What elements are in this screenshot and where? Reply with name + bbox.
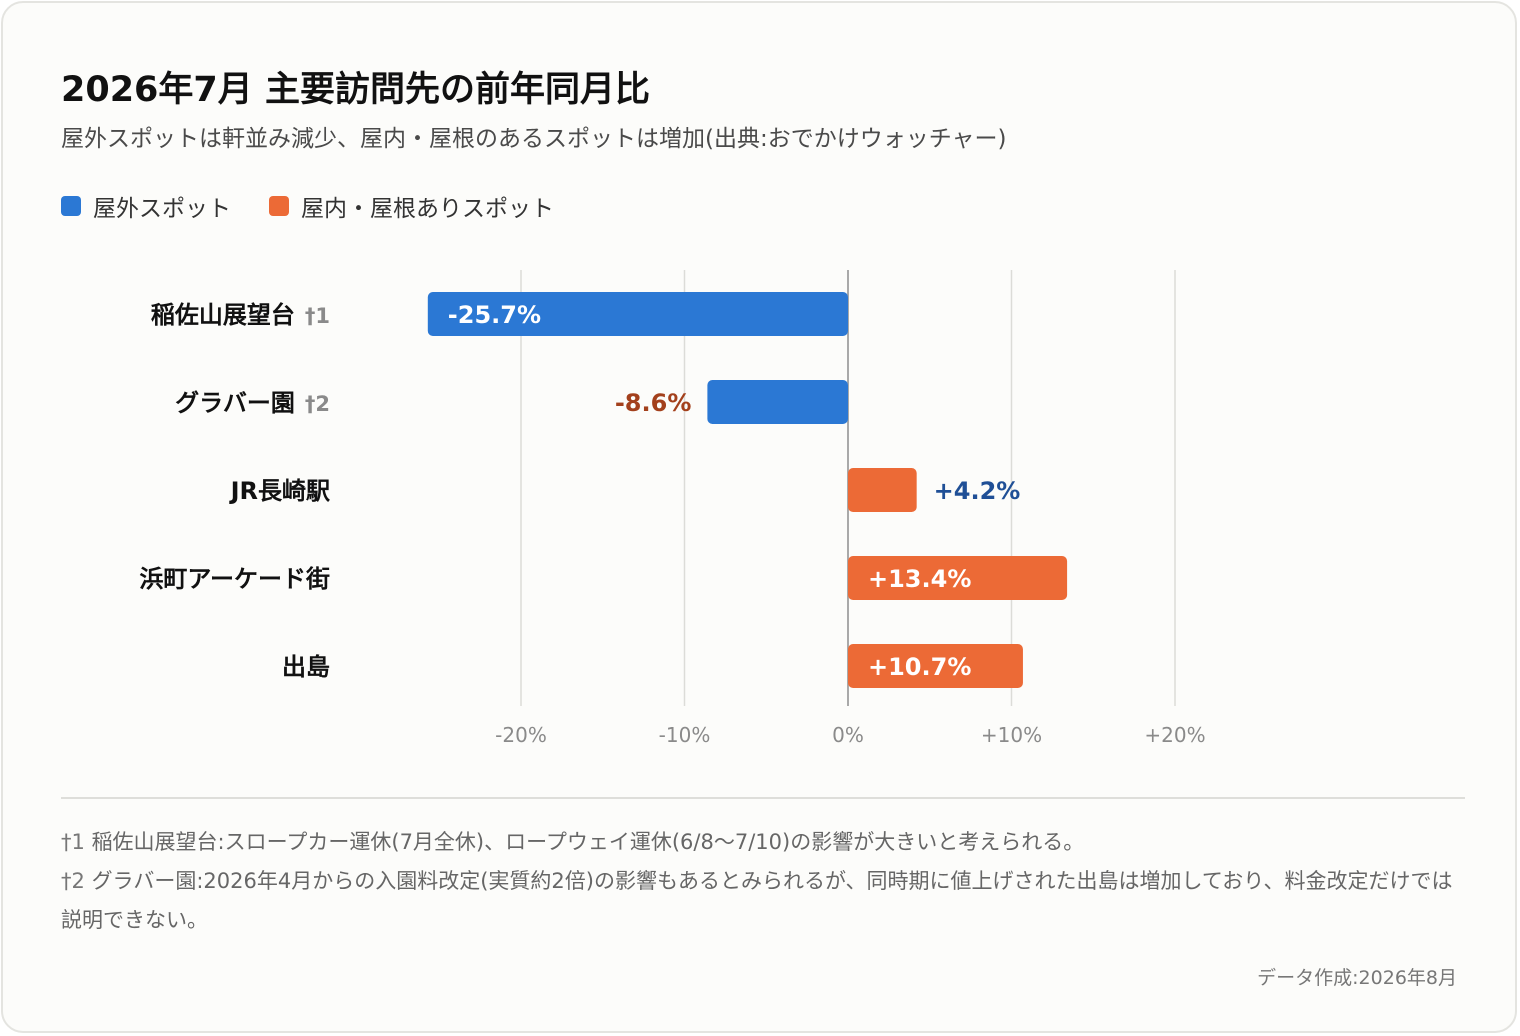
x-tick-label: +20% [1144,723,1205,747]
bar [427,292,848,336]
category-name: JR長崎駅 [229,477,330,505]
legend-swatch-indoor [269,196,289,216]
category-footnote-marker: †1 [305,304,330,328]
category-label: 出島 [282,653,330,681]
category-label: JR長崎駅 [229,477,330,505]
legend-swatch-outdoor [61,196,81,216]
bar [848,556,1068,600]
legend-label-indoor: 屋内・屋根ありスポット [301,196,554,222]
category-label: 稲佐山展望台 †1 [151,301,330,329]
x-tick-label: -20% [495,723,547,747]
footnote-1-text: 稲佐山展望台:スロープカー運休(7月全休)、ロープウェイ運休(6/8〜7/10)… [91,830,1085,854]
bar [848,644,1023,688]
chart-title: 2026年7月 主要訪問先の前年同月比 [61,70,650,110]
chart-subtitle: 屋外スポットは軒並み減少、屋内・屋根のあるスポットは増加(出典:おでかけウォッチ… [61,126,1007,152]
category-name: グラバー園 [175,389,295,417]
footnote-2-mark: †2 [61,869,85,893]
legend: 屋外スポット 屋内・屋根ありスポット [61,189,592,223]
category-name: 出島 [282,653,330,681]
x-tick-label: 0% [832,723,864,747]
footnote-divider [61,797,1465,799]
category-name: 稲佐山展望台 [151,301,295,329]
x-tick-label: +10% [981,723,1042,747]
footnote-1: †1 稲佐山展望台:スロープカー運休(7月全休)、ロープウェイ運休(6/8〜7/… [61,823,1471,862]
legend-item-indoor: 屋内・屋根ありスポット [269,189,554,223]
footnote-2: †2 グラバー園:2026年4月からの入園料改定(実質約2倍)の影響もあるとみら… [61,862,1471,940]
footnote-1-mark: †1 [61,830,85,854]
value-label: +10.7% [868,653,971,681]
bar [707,380,848,424]
data-credit: データ作成:2026年8月 [1257,967,1457,989]
category-footnote-marker: †2 [305,392,330,416]
legend-item-outdoor: 屋外スポット [61,189,231,223]
bar [848,468,917,512]
value-label: -25.7% [448,301,541,329]
x-tick-label: -10% [659,723,711,747]
category-name: 浜町アーケード街 [139,565,330,593]
value-label: +4.2% [934,477,1021,505]
category-label: グラバー園 †2 [175,389,330,417]
legend-label-outdoor: 屋外スポット [93,196,231,222]
value-label: -8.6% [615,389,692,417]
value-label: +13.4% [868,565,971,593]
footnote-2-text: グラバー園:2026年4月からの入園料改定(実質約2倍)の影響もあるとみられるが… [61,869,1453,932]
category-label: 浜町アーケード街 [139,565,330,593]
